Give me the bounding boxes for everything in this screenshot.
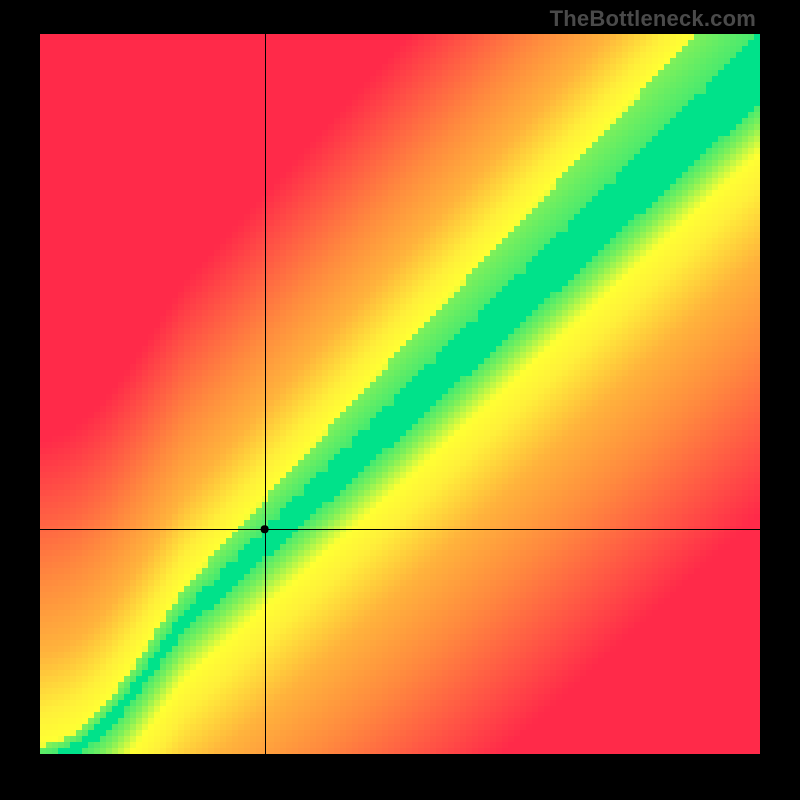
frame: { "watermark": { "text": "TheBottleneck.… bbox=[0, 0, 800, 800]
bottleneck-heatmap bbox=[0, 0, 800, 800]
